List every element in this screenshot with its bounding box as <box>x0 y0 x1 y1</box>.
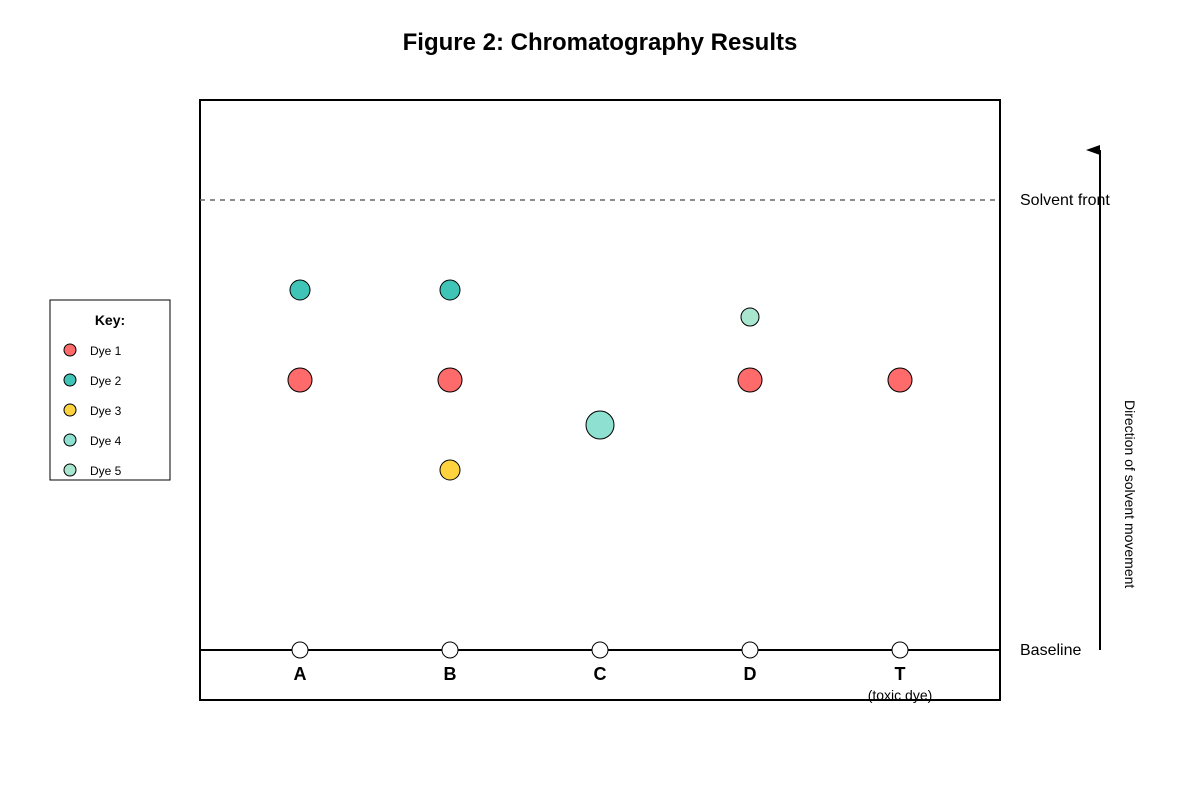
key-label: Dye 2 <box>90 374 122 388</box>
direction-label: Direction of solvent movement <box>1122 400 1138 588</box>
dye-spot <box>439 459 461 481</box>
chromatography-paper <box>199 99 1001 701</box>
key-label: Dye 4 <box>90 434 122 448</box>
key-label: Dye 3 <box>90 404 122 418</box>
solvent-front-label: Solvent front <box>1020 192 1110 209</box>
lane-label: B <box>444 664 457 684</box>
dye-spot <box>289 279 311 301</box>
lane-origin-mark <box>891 641 909 659</box>
dye-spot <box>887 367 913 393</box>
key-label: Dye 5 <box>90 464 122 478</box>
key-swatch <box>63 433 77 447</box>
dye-spots <box>287 279 913 481</box>
key-box: Key: Dye 1 Dye 2 Dye 3 Dye 4 Dye 5 <box>49 299 171 481</box>
lane-label: C <box>594 664 607 684</box>
dye-spot <box>287 367 313 393</box>
lanes: A B C D T (toxic dye) <box>291 641 933 703</box>
lane-label: T <box>895 664 906 684</box>
lane-label: A <box>294 664 307 684</box>
lane-label: D <box>744 664 757 684</box>
lane-origin-mark <box>441 641 459 659</box>
dye-spot <box>439 279 461 301</box>
baseline-label: Baseline <box>1020 642 1081 659</box>
figure-title: Figure 2: Chromatography Results <box>403 29 798 56</box>
lane-origin-mark <box>741 641 759 659</box>
key-swatch <box>63 373 77 387</box>
dye-spot <box>737 367 763 393</box>
key-items: Dye 1 Dye 2 Dye 3 Dye 4 Dye 5 <box>63 343 122 478</box>
key-swatch <box>63 463 77 477</box>
key-heading: Key: <box>95 312 125 328</box>
lane-origin-mark <box>291 641 309 659</box>
dye-spot <box>585 410 615 440</box>
key-label: Dye 1 <box>90 344 122 358</box>
dye-spot <box>740 307 760 327</box>
lane-origin-mark <box>591 641 609 659</box>
key-border <box>49 299 171 481</box>
key-swatch <box>63 403 77 417</box>
lane-note: (toxic dye) <box>868 687 933 703</box>
key-swatch <box>63 343 77 357</box>
dye-spot <box>437 367 463 393</box>
